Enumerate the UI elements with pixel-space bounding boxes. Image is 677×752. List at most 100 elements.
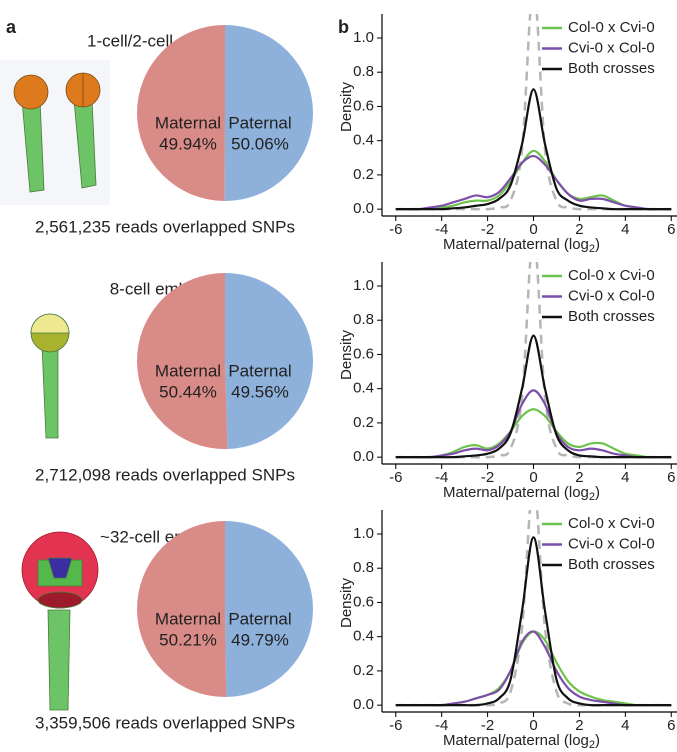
- value-label: 49.79%: [231, 630, 289, 649]
- series-line: [395, 334, 672, 459]
- slice-label: Paternal: [228, 361, 291, 380]
- x-tick-label: 6: [667, 717, 675, 734]
- x-axis-label: Maternal/paternal (log2): [443, 732, 600, 751]
- x-tick-label: -2: [481, 469, 494, 486]
- y-tick-label: 0.6: [353, 593, 374, 610]
- embryo-illustration: [0, 60, 110, 711]
- x-axis-label-part: 2: [589, 491, 595, 503]
- series-line: [395, 389, 672, 459]
- pie-caption: 2,712,098 reads overlapped SNPs: [35, 465, 295, 484]
- legend-label: Col-0 x Cvi-0: [568, 267, 655, 284]
- x-tick-label: -4: [435, 717, 448, 734]
- y-tick-label: 0.4: [353, 132, 374, 149]
- legend-label: Cvi-0 x Col-0: [568, 287, 655, 304]
- plot-area: [395, 14, 672, 211]
- x-tick-label: 4: [621, 469, 629, 486]
- x-tick-label: 4: [621, 717, 629, 734]
- y-tick-label: 0.8: [353, 63, 374, 80]
- x-tick-label: -6: [389, 221, 402, 238]
- legend-label: Both crosses: [568, 60, 655, 77]
- pie-slice: [136, 25, 225, 201]
- pie-caption: 3,359,506 reads overlapped SNPs: [35, 713, 295, 732]
- series-line: [395, 630, 672, 707]
- value-label: 50.06%: [231, 134, 289, 153]
- value-label: 50.44%: [159, 382, 217, 401]
- pie-slice: [137, 273, 228, 449]
- y-tick-label: 1.0: [353, 525, 374, 542]
- slice-label: Maternal: [155, 609, 221, 628]
- slice-label: Maternal: [155, 113, 221, 132]
- plot-area: [395, 262, 672, 459]
- series-line: [395, 630, 672, 707]
- y-axis-label: Density: [338, 577, 355, 628]
- x-tick-label: 2: [575, 221, 583, 238]
- y-tick-label: 0.0: [353, 696, 374, 713]
- y-axis-label: Density: [338, 329, 355, 380]
- x-tick-label: -4: [435, 469, 448, 486]
- x-axis-label-part: ): [595, 236, 600, 253]
- panel-label: b: [338, 17, 349, 37]
- y-tick-label: 0.4: [353, 628, 374, 645]
- pie-caption: 2,561,235 reads overlapped SNPs: [35, 217, 295, 236]
- x-axis-label-part: ): [595, 484, 600, 501]
- x-tick-label: 6: [667, 469, 675, 486]
- y-tick-label: 0.8: [353, 559, 374, 576]
- x-axis-label-part: Maternal/paternal (log: [443, 732, 589, 749]
- y-tick-label: 0.2: [353, 414, 374, 431]
- legend-label: Col-0 x Cvi-0: [568, 515, 655, 532]
- x-tick-label: -4: [435, 221, 448, 238]
- x-tick-label: 4: [621, 221, 629, 238]
- x-tick-label: 0: [529, 221, 537, 238]
- pie-slice: [225, 273, 314, 449]
- slice-label: Paternal: [228, 113, 291, 132]
- legend-label: Both crosses: [568, 556, 655, 573]
- x-tick-label: -2: [481, 717, 494, 734]
- legend-label: Cvi-0 x Col-0: [568, 39, 655, 56]
- x-tick-label: 0: [529, 717, 537, 734]
- x-tick-label: 6: [667, 221, 675, 238]
- x-axis-label-part: 2: [589, 739, 595, 751]
- legend-label: Cvi-0 x Col-0: [568, 535, 655, 552]
- x-axis-label-part: 2: [589, 243, 595, 255]
- x-axis-label-part: ): [595, 732, 600, 749]
- x-axis-label-part: Maternal/paternal (log: [443, 236, 589, 253]
- x-axis-label: Maternal/paternal (log2): [443, 236, 600, 255]
- y-tick-label: 0.2: [353, 662, 374, 679]
- pie-slice: [225, 521, 313, 697]
- x-tick-label: 2: [575, 469, 583, 486]
- plot-area: [395, 510, 672, 707]
- y-tick-label: 0.2: [353, 166, 374, 183]
- series-line: [395, 408, 672, 459]
- y-tick-label: 0.6: [353, 97, 374, 114]
- x-tick-label: 0: [529, 469, 537, 486]
- series-line: [395, 88, 672, 211]
- slice-label: Paternal: [228, 609, 291, 628]
- y-tick-label: 0.8: [353, 311, 374, 328]
- x-tick-label: -2: [481, 221, 494, 238]
- x-axis-label: Maternal/paternal (log2): [443, 484, 600, 503]
- panel-label: a: [6, 17, 17, 37]
- value-label: 49.94%: [159, 134, 217, 153]
- slice-label: Maternal: [155, 361, 221, 380]
- legend-label: Both crosses: [568, 308, 655, 325]
- x-tick-label: -6: [389, 717, 402, 734]
- y-axis-label: Density: [338, 81, 355, 132]
- value-label: 49.56%: [231, 382, 289, 401]
- x-tick-label: 2: [575, 717, 583, 734]
- pie-slice: [136, 521, 227, 697]
- value-label: 50.21%: [159, 630, 217, 649]
- series-line: [395, 149, 672, 211]
- y-tick-label: 1.0: [353, 277, 374, 294]
- y-tick-label: 0.4: [353, 380, 374, 397]
- pie-slice: [224, 25, 313, 201]
- series-line: [395, 536, 672, 707]
- x-axis-label-part: Maternal/paternal (log: [443, 484, 589, 501]
- x-tick-label: -6: [389, 469, 402, 486]
- legend-label: Col-0 x Cvi-0: [568, 19, 655, 36]
- series-line: [395, 154, 672, 211]
- y-tick-label: 0.6: [353, 345, 374, 362]
- y-tick-label: 0.0: [353, 448, 374, 465]
- y-tick-label: 0.0: [353, 200, 374, 217]
- y-tick-label: 1.0: [353, 29, 374, 46]
